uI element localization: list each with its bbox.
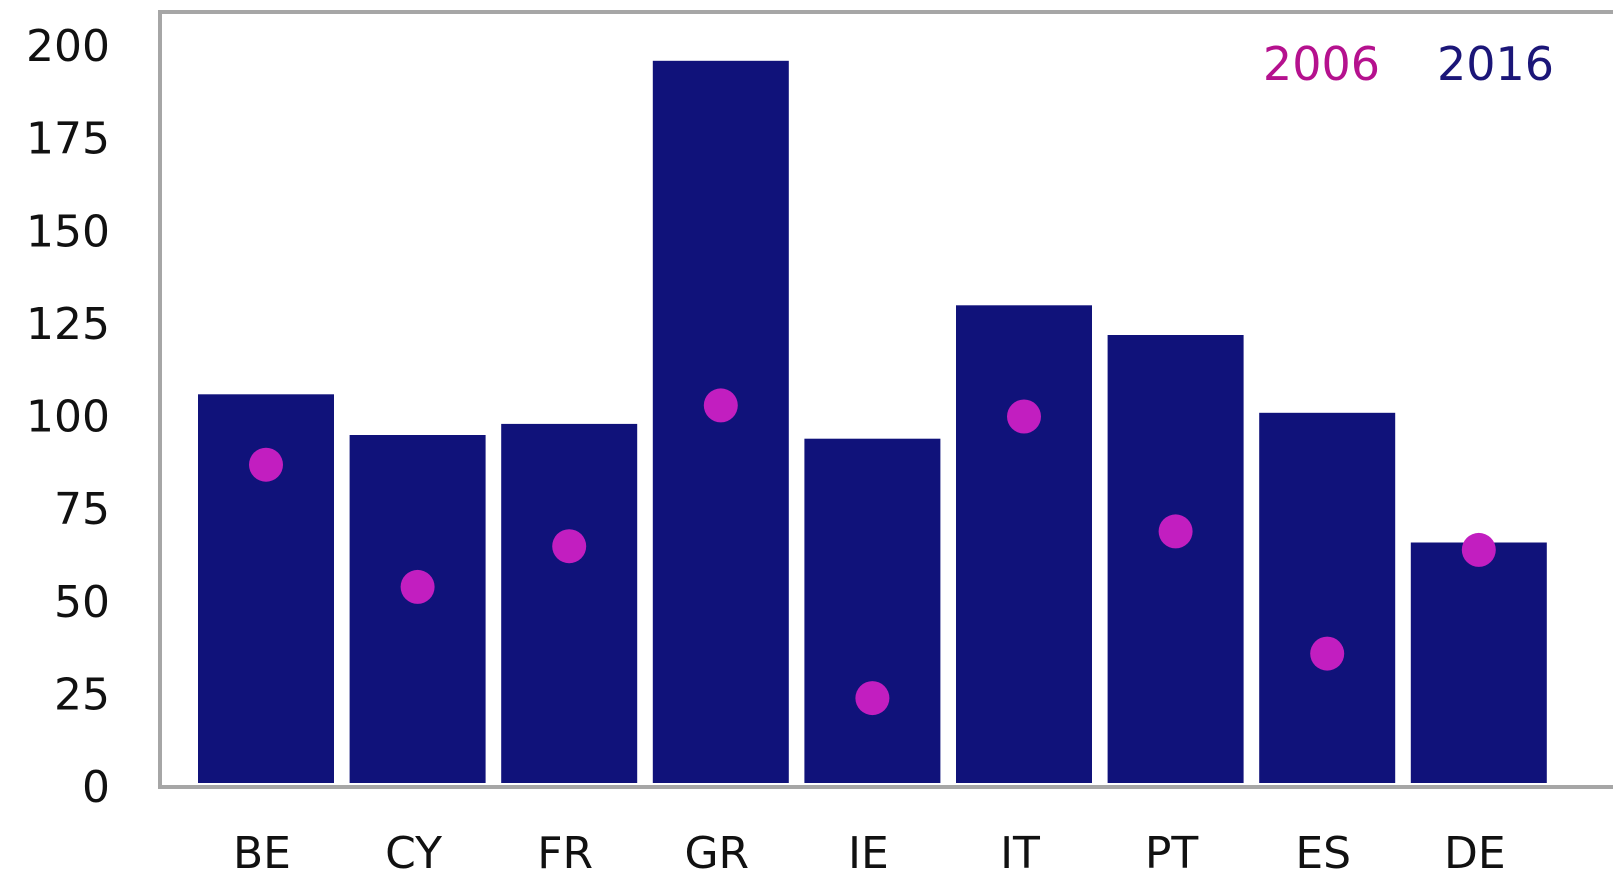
y-tick-label-25: 25 [54,669,110,720]
legend-label-2016: 2016 [1437,37,1554,91]
bar-cy [349,435,486,783]
bar-es [1259,412,1396,783]
x-tick-label-fr: FR [537,828,593,879]
legend: 2006 2016 [1263,37,1554,91]
bar-ie [804,438,941,783]
y-tick-label-150: 150 [26,206,110,257]
axes-layer [158,10,1613,789]
point-cy [400,569,435,604]
y-axis-tick-labels: 0 25 50 75 100 125 150 175 200 [26,21,110,813]
points-layer [249,388,1496,716]
x-tick-label-it: IT [1000,828,1040,879]
point-gr [703,388,738,423]
bar-de [1410,542,1547,783]
x-tick-label-cy: CY [385,828,442,879]
y-tick-label-0: 0 [82,762,110,813]
y-tick-label-50: 50 [54,577,110,628]
point-de [1461,532,1496,567]
y-tick-label-175: 175 [26,114,110,165]
x-tick-label-gr: GR [684,828,749,879]
point-be [249,447,283,482]
x-tick-label-de: DE [1444,828,1506,879]
point-it [1007,399,1041,434]
bar-pt [1107,335,1244,783]
plot-frame [158,10,1613,787]
x-tick-label-es: ES [1295,828,1351,879]
point-fr [552,529,587,564]
point-es [1310,636,1345,671]
legend-label-2006: 2006 [1263,37,1380,91]
bar-fr [501,423,638,783]
x-tick-label-ie: IE [848,828,889,879]
y-tick-label-75: 75 [54,484,110,535]
bars-layer [198,60,1547,784]
bar-it [956,305,1092,783]
x-tick-label-be: BE [233,828,291,879]
point-pt [1158,514,1193,549]
x-tick-label-pt: PT [1145,828,1199,879]
y-tick-label-125: 125 [26,299,110,350]
x-axis-tick-labels: BE CY FR GR IE IT PT ES DE [233,828,1506,879]
y-tick-label-200: 200 [26,21,110,72]
y-tick-label-100: 100 [26,392,110,443]
point-ie [855,681,890,716]
